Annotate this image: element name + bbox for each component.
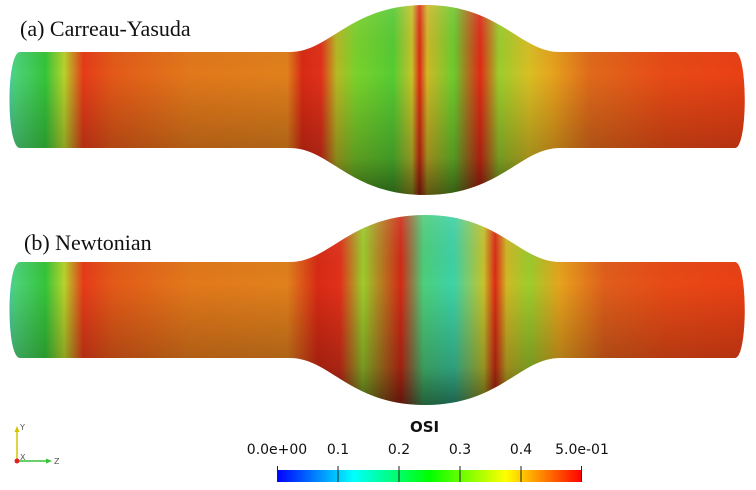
colorbar-tick: 0.2	[387, 442, 411, 458]
colorbar-title: OSI	[410, 418, 440, 436]
vessel-render-carreau-yasuda	[9, 5, 745, 195]
colorbar-tick: 0.1	[326, 442, 350, 458]
colorbar-tick: 0.0e+00	[246, 442, 308, 458]
orientation-axes-icon: Y X Z	[14, 423, 60, 466]
colorbar-tick: 5.0e-01	[555, 442, 609, 458]
axis-y-label: Y	[19, 423, 25, 432]
axis-z-label: Z	[54, 457, 60, 466]
panel-b-label: (b) Newtonian	[24, 230, 152, 255]
colorbar	[277, 466, 582, 482]
vessel-render-newtonian	[9, 215, 745, 405]
panel-a-label: (a) Carreau-Yasuda	[20, 16, 191, 41]
axis-x-label: X	[20, 453, 26, 462]
colorbar-tick: 0.4	[509, 442, 533, 458]
colorbar-tick: 0.3	[448, 442, 472, 458]
